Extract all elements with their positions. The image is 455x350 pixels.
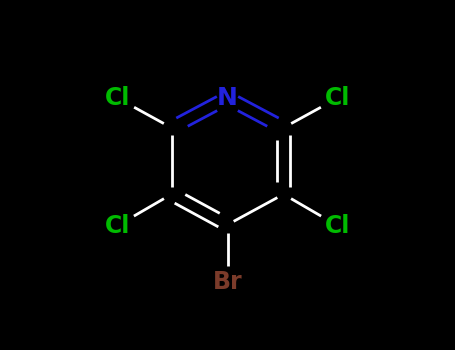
Text: N: N bbox=[217, 86, 238, 110]
Text: Cl: Cl bbox=[325, 86, 350, 110]
Text: Cl: Cl bbox=[105, 214, 130, 238]
Text: Cl: Cl bbox=[105, 86, 130, 110]
Text: Cl: Cl bbox=[325, 214, 350, 238]
Text: Br: Br bbox=[212, 270, 243, 294]
